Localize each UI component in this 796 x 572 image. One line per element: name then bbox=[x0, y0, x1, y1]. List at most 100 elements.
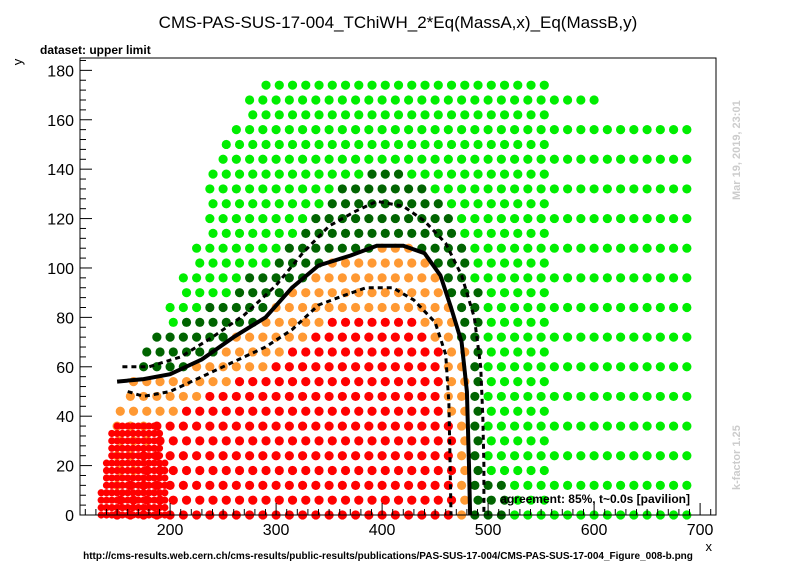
data-point bbox=[301, 258, 311, 268]
data-point bbox=[457, 95, 467, 105]
data-point bbox=[364, 125, 374, 135]
data-point bbox=[287, 317, 298, 327]
data-point bbox=[486, 317, 496, 327]
data-point bbox=[327, 139, 337, 150]
k-factor-note: k-factor 1.25 bbox=[731, 425, 743, 490]
data-point bbox=[234, 347, 245, 357]
data-point bbox=[150, 444, 158, 452]
data-point bbox=[274, 317, 284, 327]
data-point bbox=[145, 444, 153, 452]
data-point bbox=[443, 273, 453, 283]
data-point bbox=[430, 362, 440, 372]
data-point bbox=[539, 406, 549, 416]
data-point bbox=[642, 184, 652, 194]
data-point bbox=[274, 288, 284, 298]
data-point bbox=[314, 317, 324, 327]
data-point bbox=[536, 243, 546, 253]
data-point bbox=[655, 480, 665, 490]
data-point bbox=[539, 377, 549, 387]
data-point bbox=[589, 480, 599, 490]
data-point bbox=[523, 273, 533, 283]
data-point bbox=[327, 110, 337, 120]
data-point bbox=[496, 95, 506, 105]
data-point bbox=[192, 391, 202, 402]
data-point bbox=[354, 110, 364, 120]
data-point bbox=[682, 480, 692, 490]
data-point bbox=[616, 362, 626, 372]
data-point bbox=[354, 80, 364, 90]
data-point bbox=[311, 213, 321, 224]
data-point bbox=[351, 184, 361, 194]
data-point bbox=[446, 169, 457, 179]
data-point bbox=[287, 436, 298, 446]
data-point bbox=[483, 213, 493, 224]
data-point bbox=[178, 332, 188, 342]
data-point bbox=[629, 362, 639, 372]
data-point bbox=[129, 503, 137, 512]
data-point bbox=[354, 377, 364, 387]
data-point bbox=[155, 347, 165, 357]
data-point bbox=[443, 125, 453, 135]
data-point bbox=[390, 302, 400, 313]
data-point bbox=[129, 452, 137, 460]
data-point bbox=[539, 465, 549, 476]
data-point bbox=[536, 95, 546, 105]
data-point bbox=[324, 184, 334, 194]
data-point bbox=[513, 436, 523, 446]
data-point bbox=[118, 489, 126, 497]
data-point bbox=[118, 466, 126, 475]
data-point bbox=[393, 465, 404, 476]
data-point bbox=[393, 80, 404, 90]
data-point bbox=[470, 95, 480, 105]
data-point bbox=[576, 332, 586, 342]
data-point bbox=[140, 466, 148, 475]
data-point bbox=[337, 332, 347, 342]
data-point bbox=[602, 302, 612, 313]
data-point bbox=[433, 288, 443, 298]
data-point bbox=[549, 362, 559, 372]
data-point bbox=[118, 496, 126, 504]
data-point bbox=[231, 302, 241, 313]
data-point bbox=[287, 377, 298, 387]
data-point bbox=[380, 169, 390, 179]
data-point bbox=[364, 480, 374, 490]
data-point bbox=[589, 451, 599, 461]
data-point bbox=[446, 80, 457, 90]
data-point bbox=[261, 465, 271, 476]
data-point bbox=[682, 184, 692, 194]
data-point bbox=[314, 169, 324, 179]
data-point bbox=[351, 362, 361, 372]
y-axis: 0 20 40 60 80 100 120 140 160 180 bbox=[47, 59, 92, 525]
data-point bbox=[642, 243, 652, 253]
data-point bbox=[380, 110, 390, 120]
data-point bbox=[113, 444, 121, 452]
data-point bbox=[470, 362, 480, 372]
data-point bbox=[181, 317, 192, 327]
data-point bbox=[337, 184, 347, 194]
data-point bbox=[245, 95, 255, 105]
data-point bbox=[602, 332, 612, 342]
expected-limit-band-line bbox=[127, 286, 453, 516]
data-point bbox=[526, 317, 536, 327]
data-point bbox=[380, 288, 390, 298]
data-point bbox=[380, 80, 390, 90]
date-stamp: Mar 19, 2019, 23:01 bbox=[731, 100, 743, 200]
data-point bbox=[420, 406, 430, 416]
data-point bbox=[486, 406, 496, 416]
y-tick-label: 40 bbox=[56, 409, 74, 426]
data-point bbox=[192, 302, 202, 313]
data-point bbox=[549, 480, 559, 490]
data-point bbox=[473, 139, 483, 150]
data-point bbox=[195, 258, 205, 268]
data-point bbox=[393, 347, 404, 357]
data-point bbox=[589, 362, 599, 372]
data-point bbox=[108, 459, 116, 467]
data-point bbox=[155, 459, 164, 467]
data-point bbox=[629, 125, 639, 135]
data-point bbox=[380, 258, 390, 268]
data-point bbox=[327, 465, 337, 476]
data-point bbox=[284, 95, 294, 105]
data-point bbox=[337, 125, 347, 135]
data-point bbox=[549, 273, 559, 283]
data-point bbox=[682, 302, 692, 313]
